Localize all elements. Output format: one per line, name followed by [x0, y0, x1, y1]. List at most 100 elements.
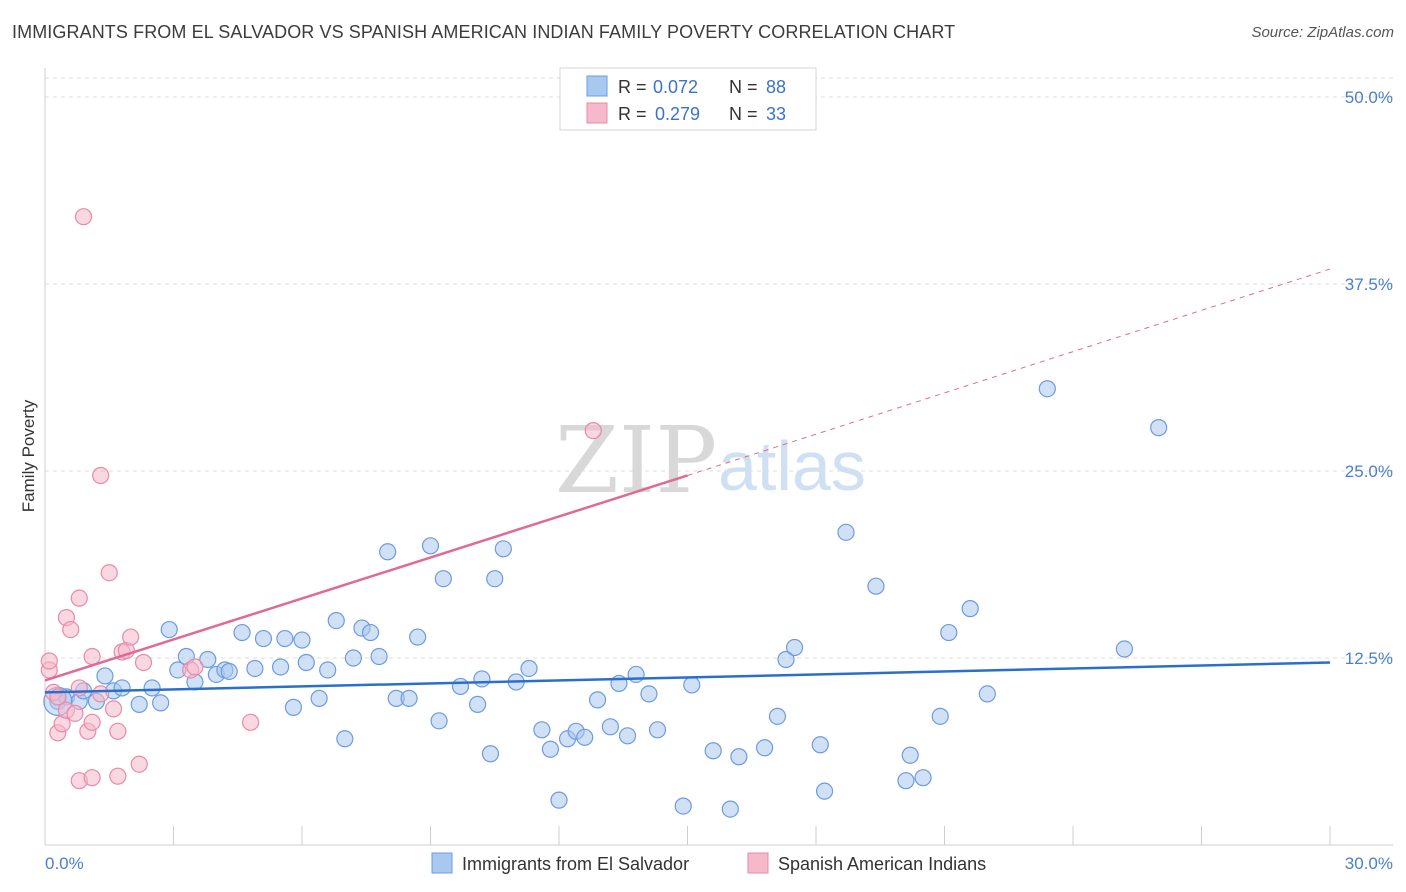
- legend-n-value-2: 33: [766, 104, 786, 124]
- bottom-legend: Immigrants from El Salvador Spanish Amer…: [431, 852, 986, 874]
- data-point: [520, 659, 538, 678]
- data-point: [486, 570, 504, 588]
- legend-swatch-pink: [586, 102, 608, 124]
- bottom-legend-label-pink: Spanish American Indians: [778, 854, 986, 874]
- data-point: [62, 620, 80, 639]
- data-point: [434, 570, 452, 588]
- data-point: [70, 589, 88, 607]
- legend-n-value-1: 88: [766, 77, 786, 97]
- data-point: [254, 629, 273, 648]
- data-point: [421, 537, 440, 555]
- data-point: [284, 698, 303, 716]
- y-axis-title: Family Poverty: [19, 399, 38, 512]
- data-point: [199, 650, 217, 669]
- data-point: [674, 797, 692, 815]
- data-point: [130, 755, 148, 773]
- trend-line-spanish-american-indians: [44, 474, 688, 682]
- data-point: [683, 676, 701, 694]
- data-point: [1115, 640, 1134, 658]
- data-point: [297, 653, 315, 672]
- data-point: [640, 685, 658, 703]
- data-point: [319, 661, 337, 679]
- data-point: [361, 623, 380, 642]
- data-point: [978, 685, 996, 703]
- x-tick-label-min: 0.0%: [45, 854, 84, 873]
- data-point: [704, 742, 722, 760]
- data-point: [109, 722, 127, 740]
- series-spanish-american-indians-points: [40, 208, 602, 790]
- data-point: [160, 620, 178, 639]
- data-point: [897, 772, 915, 790]
- source-credit: Source: ZipAtlas.com: [1251, 24, 1394, 41]
- data-point: [473, 670, 491, 688]
- y-tick-label: 50.0%: [1345, 88, 1393, 107]
- data-point: [451, 677, 470, 696]
- data-point: [541, 740, 560, 758]
- data-point: [152, 694, 170, 712]
- y-axis-tick-labels: 12.5% 25.0% 37.5% 50.0%: [1345, 88, 1393, 668]
- data-point: [66, 704, 84, 722]
- legend-n-label-2: N =: [729, 104, 758, 124]
- legend-r-value-2: 0.279: [655, 104, 700, 124]
- data-point: [469, 695, 487, 713]
- data-point: [336, 730, 354, 748]
- legend-r-label-2: R =: [618, 104, 647, 124]
- data-point: [768, 707, 787, 725]
- data-point: [755, 739, 774, 757]
- data-point: [379, 543, 397, 561]
- data-point: [92, 685, 110, 703]
- data-point: [242, 713, 260, 731]
- data-point: [92, 466, 110, 485]
- chart-title: IMMIGRANTS FROM EL SALVADOR VS SPANISH A…: [12, 22, 956, 42]
- watermark: ZIP atlas: [555, 407, 866, 514]
- legend-r-label-1: R =: [618, 77, 647, 97]
- y-tick-label: 25.0%: [1345, 462, 1393, 481]
- data-point: [494, 540, 512, 558]
- data-point: [130, 695, 148, 713]
- data-point: [777, 650, 795, 669]
- legend-swatch-blue: [586, 75, 608, 97]
- data-point: [811, 736, 829, 754]
- data-point: [584, 422, 602, 440]
- data-point: [70, 679, 88, 697]
- data-point: [1150, 419, 1168, 437]
- data-point: [186, 658, 204, 676]
- bottom-legend-swatch-blue: [431, 852, 453, 874]
- data-point: [109, 767, 127, 785]
- data-point: [104, 700, 123, 718]
- data-point: [327, 611, 345, 630]
- data-point: [1038, 380, 1056, 398]
- data-point: [867, 577, 885, 595]
- data-point: [961, 600, 979, 618]
- data-point: [533, 721, 551, 739]
- data-point: [233, 623, 251, 642]
- data-point: [430, 712, 448, 730]
- data-point: [481, 745, 500, 763]
- data-point: [940, 623, 958, 642]
- data-point: [837, 523, 855, 541]
- grid-lines: [45, 77, 1393, 659]
- data-point: [74, 208, 93, 226]
- data-point: [785, 638, 804, 657]
- data-point: [134, 653, 153, 672]
- bottom-legend-label-blue: Immigrants from El Salvador: [462, 854, 689, 874]
- trend-line-extension: [687, 268, 1331, 476]
- data-point: [648, 721, 667, 739]
- data-point: [901, 746, 919, 764]
- trend-lines: [44, 268, 1331, 694]
- data-point: [409, 628, 427, 646]
- data-point: [220, 662, 238, 681]
- data-point: [618, 727, 637, 745]
- data-point: [601, 718, 620, 736]
- legend-n-label-1: N =: [729, 77, 758, 97]
- data-point: [83, 713, 101, 731]
- data-point: [276, 629, 294, 648]
- data-point: [576, 728, 594, 746]
- data-point: [400, 689, 418, 707]
- data-point: [730, 748, 748, 766]
- top-legend: R = 0.072 N = 88 R = 0.279 N = 33: [559, 67, 817, 131]
- data-point: [83, 769, 101, 787]
- data-point: [721, 800, 739, 818]
- watermark-atlas: atlas: [718, 427, 866, 505]
